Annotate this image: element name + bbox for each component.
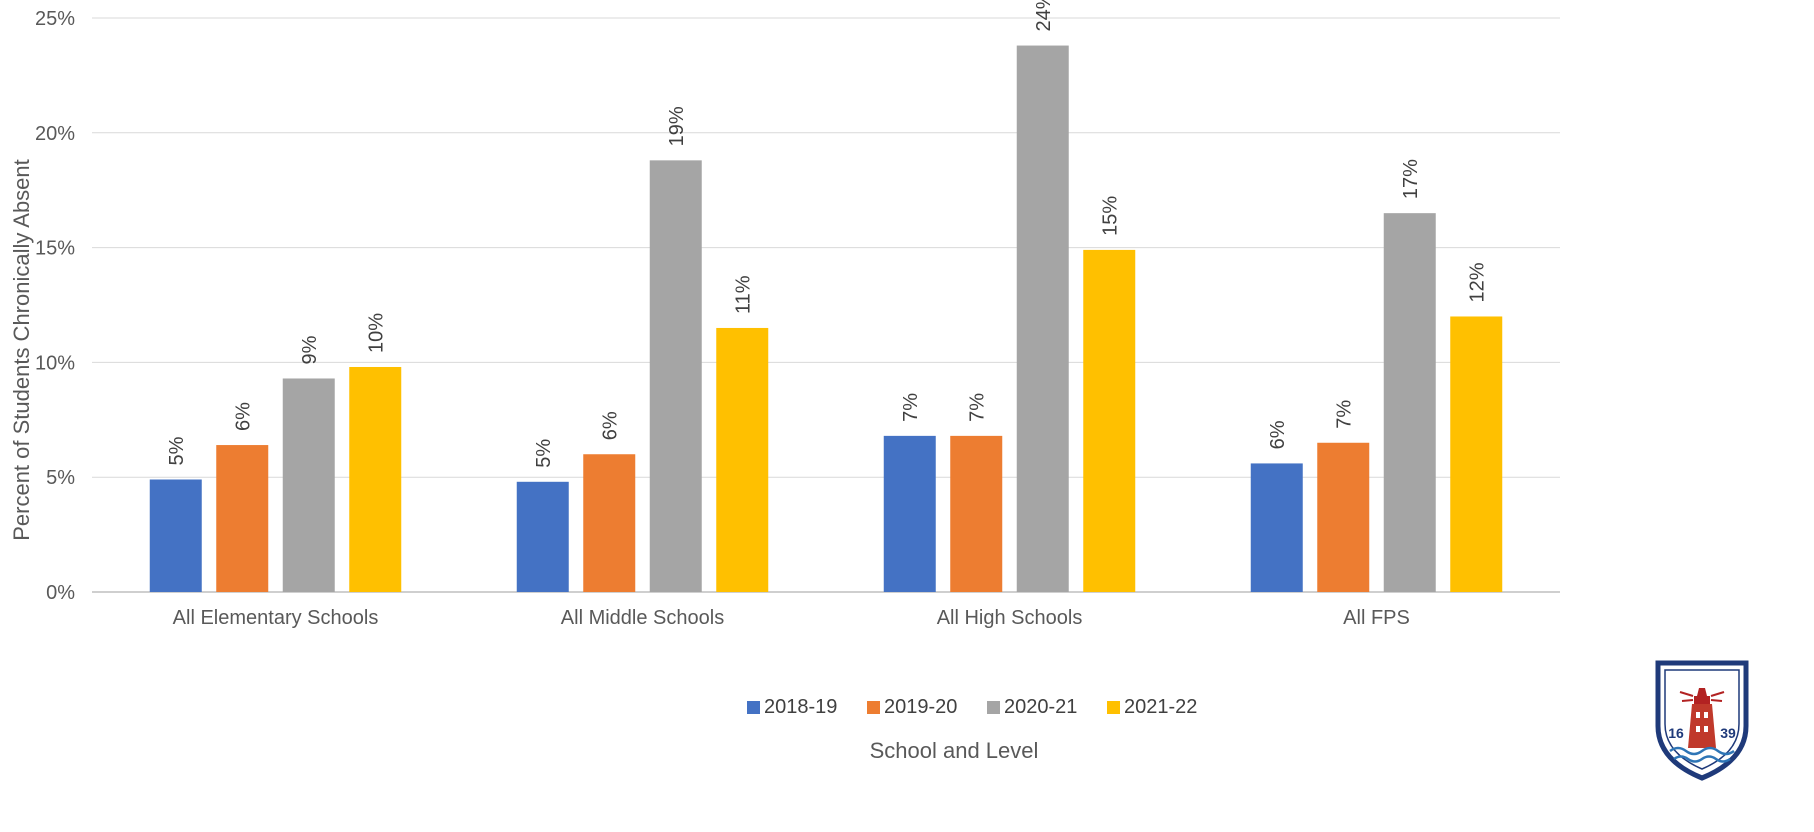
x-tick-label: All High Schools [937,607,1083,629]
y-tick-label: 10% [35,352,75,374]
bar-2018-19 [149,479,202,592]
x-axis-ticks: All Elementary Schools All Middle Schools… [173,607,1410,629]
data-label: 6% [599,411,621,440]
y-tick-label: 0% [46,582,75,604]
data-label: 24% [1033,0,1055,32]
data-label: 6% [232,402,254,431]
y-tick-label: 5% [46,467,75,489]
data-label: 7% [900,393,922,422]
legend-swatch [1107,701,1120,714]
y-tick-label: 25% [35,8,75,30]
bar-2019-20 [583,454,636,592]
x-tick-label: All Middle Schools [561,607,724,629]
bar-2018-19 [1250,463,1303,592]
legend-swatch [867,701,880,714]
logo-left-year: 16 [1668,725,1684,741]
bar-2021-22 [716,327,769,592]
legend-swatch [747,701,760,714]
bar-2020-21 [1016,45,1069,592]
bar-2018-19 [883,435,936,592]
legend-label: 2021-22 [1124,696,1197,718]
bar-2020-21 [1383,213,1436,592]
bars [149,45,1503,593]
data-label: 5% [166,436,188,465]
data-label: 7% [966,393,988,422]
bar-2021-22 [1083,249,1136,592]
bar-2019-20 [950,435,1003,592]
data-label: 15% [1099,196,1121,236]
legend-label: 2018-19 [764,696,837,718]
bar-2021-22 [1450,316,1503,592]
data-label: 11% [732,275,754,314]
lighthouse-icon [1679,688,1725,748]
x-tick-label: All FPS [1343,607,1410,629]
bar-2019-20 [216,445,269,592]
y-tick-label: 15% [35,238,75,260]
bar-2020-21 [282,378,335,592]
data-labels: 5% 6% 9% 10% 5% 6% 19% 11% 7% 7% 24% 15% 6% 7% 17% 12% [166,0,1489,468]
logo-right-year: 39 [1720,725,1736,741]
legend-swatch [987,701,1000,714]
district-logo: 16 39 [1655,660,1749,781]
bar-2018-19 [516,481,569,592]
bar-2019-20 [1317,442,1370,592]
data-label: 19% [666,106,688,146]
data-label: 7% [1333,400,1355,429]
legend: 2018-19 2019-20 2020-21 2021-22 [747,696,1197,718]
x-tick-label: All Elementary Schools [173,607,379,629]
data-label: 6% [1267,420,1289,449]
data-label: 9% [299,335,321,364]
data-label: 17% [1400,159,1422,199]
bar-2020-21 [649,160,702,593]
y-axis-ticks: 0% 5% 10% 15% 20% 25% [35,8,75,604]
data-label: 10% [365,313,387,353]
legend-label: 2020-21 [1004,696,1077,718]
data-label: 5% [533,439,555,468]
waves-icon [1669,746,1735,763]
y-tick-label: 20% [35,123,75,145]
y-axis-title: Percent of Students Chronically Absent [9,159,34,541]
legend-label: 2019-20 [884,696,957,718]
data-label: 12% [1466,262,1488,302]
gridlines [92,17,1560,593]
bar-2021-22 [349,366,402,592]
x-axis-title: School and Level [870,738,1039,763]
